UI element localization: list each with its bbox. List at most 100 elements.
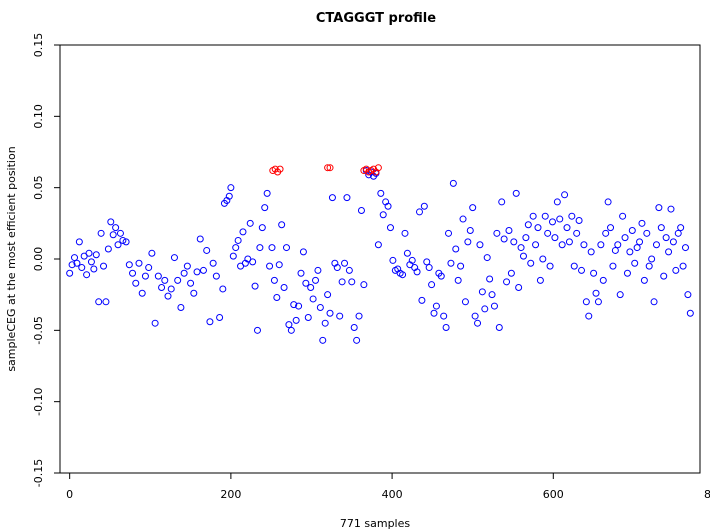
data-point: [515, 284, 523, 292]
data-point: [662, 234, 670, 242]
data-point: [408, 256, 416, 264]
data-point: [251, 282, 259, 290]
data-point: [85, 249, 93, 257]
data-point: [295, 302, 303, 310]
data-point: [580, 241, 588, 249]
data-point: [377, 189, 385, 197]
data-point: [66, 269, 74, 277]
data-point: [594, 298, 602, 306]
y-tick-label: -0.05: [32, 316, 45, 344]
highlight-point: [324, 164, 332, 172]
data-point: [225, 192, 233, 200]
y-tick-label: 0.15: [32, 33, 45, 58]
data-point: [232, 244, 240, 252]
x-axis: 0 200 400 600 800: [66, 473, 710, 501]
data-point: [534, 224, 542, 232]
x-axis-label: 771 samples: [340, 517, 410, 530]
highlight-point: [326, 164, 334, 172]
data-point: [75, 238, 83, 246]
data-point: [357, 206, 365, 214]
data-point: [174, 276, 182, 284]
data-point: [119, 236, 127, 244]
y-axis-label: sampleCEG at the most efficient position: [5, 146, 18, 371]
data-point: [73, 259, 81, 267]
data-point: [461, 298, 469, 306]
data-point: [270, 276, 278, 284]
data-point: [420, 202, 428, 210]
data-point: [672, 266, 680, 274]
y-tick-label: -0.15: [32, 459, 45, 487]
data-point: [183, 262, 191, 270]
data-point: [505, 226, 513, 234]
data-point: [246, 219, 254, 227]
data-point: [68, 261, 76, 269]
data-point: [280, 284, 288, 292]
data-point: [261, 204, 269, 212]
data-point: [582, 298, 590, 306]
data-point: [268, 244, 276, 252]
data-point: [652, 241, 660, 249]
data-point: [585, 312, 593, 320]
data-point: [568, 212, 576, 220]
data-point: [266, 262, 274, 270]
data-point: [141, 272, 149, 280]
data-point: [314, 266, 322, 274]
data-point: [551, 234, 559, 242]
data-point: [355, 312, 363, 320]
data-point: [287, 326, 295, 334]
data-point: [684, 291, 692, 299]
data-point: [275, 261, 283, 269]
data-point: [519, 252, 527, 260]
data-point: [316, 304, 324, 312]
data-point: [253, 326, 261, 334]
data-point: [452, 245, 460, 253]
data-point: [636, 238, 644, 246]
data-point: [418, 296, 426, 304]
chart-title: CTAGGGT profile: [316, 11, 436, 26]
data-point: [145, 264, 153, 272]
data-point: [309, 295, 317, 303]
data-point: [493, 229, 501, 237]
x-tick-label: 400: [382, 488, 403, 501]
data-point: [92, 251, 100, 259]
data-point: [196, 235, 204, 243]
data-point: [125, 261, 133, 269]
data-point: [319, 336, 327, 344]
data-point: [374, 241, 382, 249]
data-point: [548, 218, 556, 226]
data-point: [389, 256, 397, 264]
data-point: [203, 246, 211, 254]
data-point: [249, 258, 257, 266]
data-point: [180, 269, 188, 277]
data-point: [476, 241, 484, 249]
data-point: [614, 241, 622, 249]
data-point: [686, 309, 694, 317]
data-point: [109, 231, 117, 239]
data-point: [384, 202, 392, 210]
data-point: [449, 179, 457, 187]
data-point: [607, 224, 615, 232]
data-point: [657, 224, 665, 232]
data-point: [539, 255, 547, 263]
data-point: [616, 291, 624, 299]
data-point: [401, 229, 409, 237]
data-point: [677, 224, 685, 232]
data-points: [66, 164, 694, 344]
data-point: [229, 252, 237, 260]
data-point: [665, 248, 673, 256]
data-point: [437, 272, 445, 280]
data-point: [302, 279, 310, 287]
y-tick-label: 0.00: [32, 247, 45, 272]
data-point: [432, 302, 440, 310]
data-point: [102, 298, 110, 306]
data-point: [425, 264, 433, 272]
x-tick-label: 800: [704, 488, 710, 501]
data-point: [239, 228, 247, 236]
data-point: [263, 189, 271, 197]
y-tick-label: -0.10: [32, 387, 45, 415]
data-point: [209, 259, 217, 267]
data-point: [161, 276, 169, 284]
data-point: [278, 221, 286, 229]
data-point: [442, 323, 450, 331]
data-point: [660, 272, 668, 280]
